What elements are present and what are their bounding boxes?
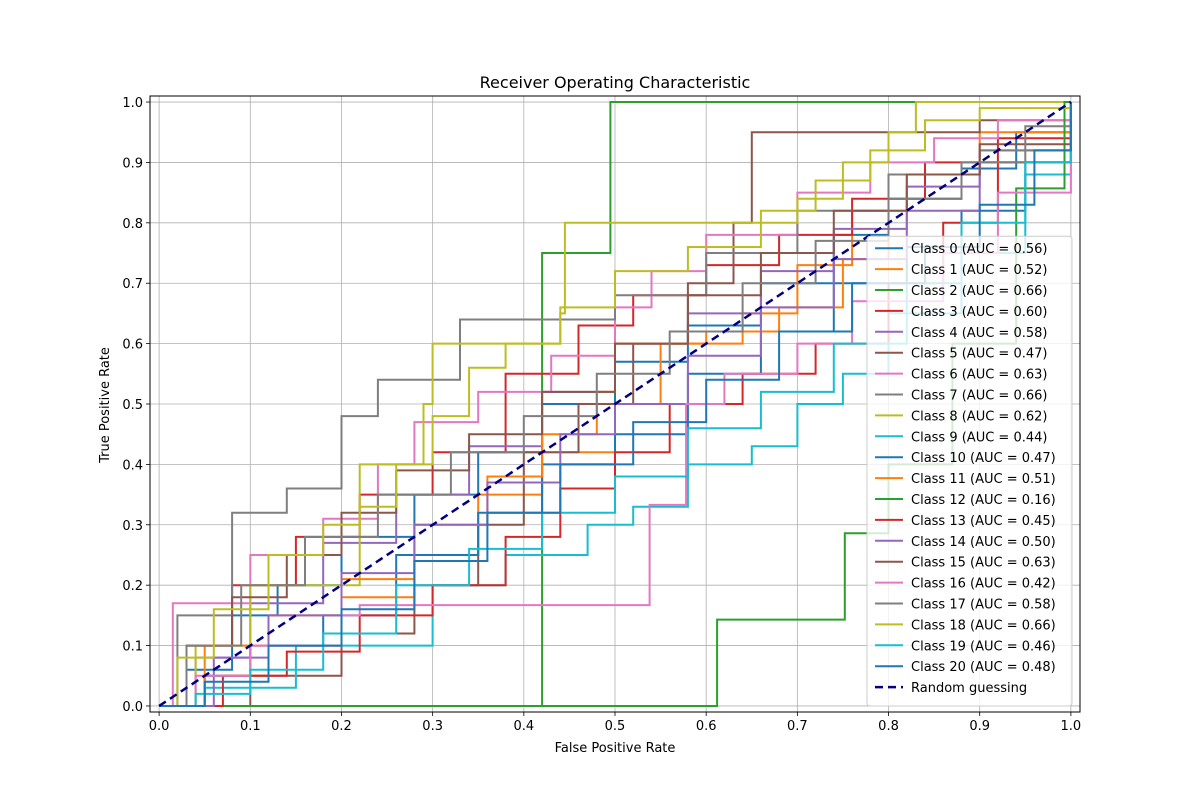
x-tick-label: 0.5 bbox=[605, 719, 626, 734]
legend-label: Class 2 (AUC = 0.66) bbox=[911, 284, 1047, 299]
legend-label: Class 11 (AUC = 0.51) bbox=[911, 472, 1056, 487]
legend: Class 0 (AUC = 0.56) Class 1 (AUC = 0.52)… bbox=[866, 235, 1073, 707]
legend-label: Class 5 (AUC = 0.47) bbox=[911, 347, 1047, 362]
legend-label: Class 18 (AUC = 0.66) bbox=[911, 618, 1056, 633]
legend-label: Class 14 (AUC = 0.50) bbox=[911, 535, 1056, 550]
x-tick-label: 1.0 bbox=[1061, 719, 1082, 734]
legend-label: Class 4 (AUC = 0.58) bbox=[911, 326, 1047, 341]
x-tick-label: 0.0 bbox=[149, 719, 170, 734]
legend-label: Class 6 (AUC = 0.63) bbox=[911, 368, 1047, 383]
y-tick-label: 0.7 bbox=[122, 277, 143, 292]
legend-label: Class 19 (AUC = 0.46) bbox=[911, 639, 1056, 654]
legend-label: Class 15 (AUC = 0.63) bbox=[911, 556, 1056, 571]
y-axis-label: True Positive Rate bbox=[98, 347, 113, 464]
x-tick-label: 0.4 bbox=[513, 719, 534, 734]
x-tick-label: 0.8 bbox=[878, 719, 899, 734]
legend-label: Class 17 (AUC = 0.58) bbox=[911, 598, 1056, 613]
roc-curve-class-7 bbox=[159, 102, 1072, 707]
legend-label: Class 10 (AUC = 0.47) bbox=[911, 451, 1056, 466]
x-tick-label: 0.2 bbox=[331, 719, 352, 734]
roc-curve-class-20 bbox=[159, 102, 1072, 707]
legend-label: Class 1 (AUC = 0.52) bbox=[911, 263, 1047, 278]
legend-label: Class 20 (AUC = 0.48) bbox=[911, 660, 1056, 675]
roc-curve-class-17 bbox=[159, 102, 1072, 707]
x-tick-label: 0.3 bbox=[422, 719, 443, 734]
x-tick-label: 0.7 bbox=[787, 719, 808, 734]
legend-label: Class 3 (AUC = 0.60) bbox=[911, 305, 1047, 320]
legend-label: Class 0 (AUC = 0.56) bbox=[911, 242, 1047, 257]
x-axis-label: False Positive Rate bbox=[555, 741, 676, 756]
legend-box bbox=[866, 235, 1073, 707]
y-tick-label: 0.2 bbox=[122, 579, 143, 594]
legend-label: Class 12 (AUC = 0.16) bbox=[911, 493, 1056, 508]
y-tick-label: 0.0 bbox=[122, 700, 143, 715]
chart-title: Receiver Operating Characteristic bbox=[480, 73, 751, 92]
y-tick-label: 1.0 bbox=[122, 96, 143, 111]
legend-label: Class 8 (AUC = 0.62) bbox=[911, 409, 1047, 424]
y-tick-label: 0.9 bbox=[122, 156, 143, 171]
y-tick-label: 0.5 bbox=[122, 398, 143, 413]
legend-label: Class 9 (AUC = 0.44) bbox=[911, 430, 1047, 445]
y-tick-label: 0.3 bbox=[122, 519, 143, 534]
x-tick-label: 0.9 bbox=[969, 719, 990, 734]
roc-curve-class-18 bbox=[159, 102, 1072, 707]
y-tick-label: 0.6 bbox=[122, 338, 143, 353]
random-guessing-line bbox=[158, 100, 1072, 708]
x-tick-label: 0.6 bbox=[696, 719, 717, 734]
legend-label: Class 7 (AUC = 0.66) bbox=[911, 389, 1047, 404]
legend-label: Random guessing bbox=[911, 681, 1027, 696]
y-tick-label: 0.8 bbox=[122, 217, 143, 232]
axis-ticks: 0.0 0.1 0.2 0.3 0.4 0.5 0.6 0.7 0.8 0.9 1.0 0.0 0.1 0… bbox=[122, 96, 1081, 734]
y-tick-label: 0.1 bbox=[122, 640, 143, 655]
legend-label: Class 13 (AUC = 0.45) bbox=[911, 514, 1056, 529]
y-tick-label: 0.4 bbox=[122, 458, 143, 473]
x-tick-label: 0.1 bbox=[240, 719, 261, 734]
legend-label: Class 16 (AUC = 0.42) bbox=[911, 577, 1056, 592]
roc-curve-class-14 bbox=[159, 102, 1072, 707]
